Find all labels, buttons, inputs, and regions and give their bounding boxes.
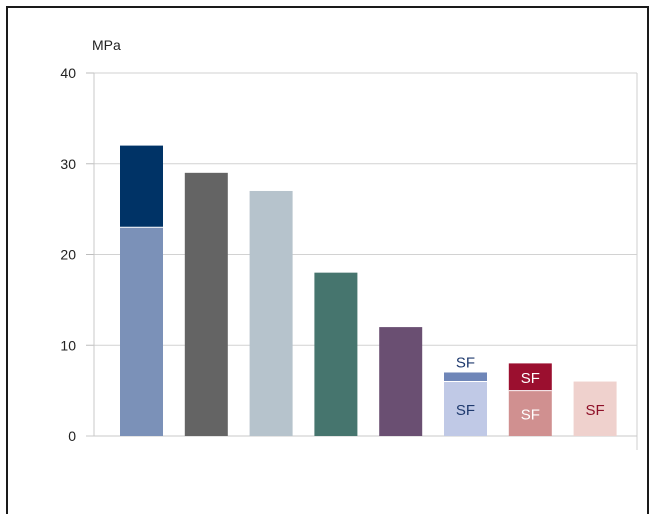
chart-frame [6, 6, 649, 514]
axes: 0 10 20 30 40 [60, 65, 637, 444]
y-tick-label: 0 [68, 428, 76, 444]
segment-label: SF [521, 406, 540, 423]
bar-segment [508, 390, 552, 436]
bar-segment [120, 145, 163, 228]
bar-segment [184, 172, 228, 436]
y-axis-unit-label: MPa [92, 37, 121, 53]
bar-segment [249, 190, 293, 436]
bar-segment [314, 272, 358, 436]
segment-label: SF [521, 370, 540, 387]
y-tick-label: 40 [60, 65, 76, 81]
bar-segment [508, 363, 552, 391]
y-tick-label: 30 [60, 156, 76, 172]
y-tick-label: 20 [60, 247, 76, 263]
bar-segment [444, 372, 487, 382]
segment-label: SF [586, 402, 605, 419]
bar-segment [120, 227, 163, 436]
bar-top-label: SF [456, 354, 475, 371]
bar-segment [573, 381, 617, 436]
bar-segment [379, 327, 423, 436]
bar-segment [444, 381, 487, 436]
y-tick-label: 10 [60, 337, 76, 353]
bar-labels: SF SF SF SF SF [456, 354, 605, 423]
segment-label: SF [456, 402, 475, 419]
gridlines [94, 72, 638, 450]
bars [120, 145, 617, 436]
